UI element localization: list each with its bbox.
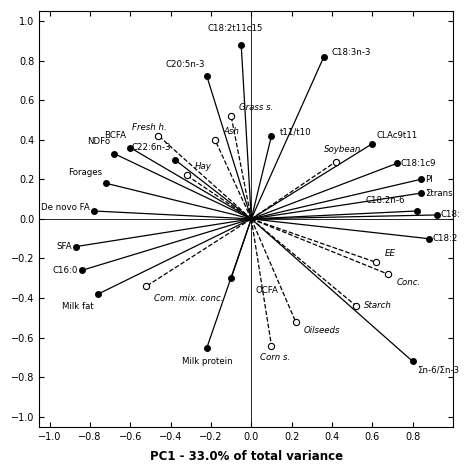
Text: Ash: Ash [223, 127, 239, 136]
Text: NDFo: NDFo [87, 137, 110, 146]
Text: Starch: Starch [364, 301, 392, 310]
Text: EE: EE [384, 249, 395, 258]
Text: CLAc9t11: CLAc9t11 [376, 131, 418, 140]
Text: PI: PI [425, 175, 432, 184]
Text: Milk protein: Milk protein [182, 357, 232, 366]
Text: Forages: Forages [68, 168, 102, 177]
Text: Hay: Hay [195, 163, 212, 172]
Text: De novo FA: De novo FA [41, 202, 90, 211]
Text: Conc.: Conc. [397, 278, 421, 287]
Text: C18:2t11c15: C18:2t11c15 [208, 24, 263, 33]
Text: Fresh h.: Fresh h. [132, 123, 166, 132]
Text: C16:0: C16:0 [53, 266, 78, 275]
Text: t11/t10: t11/t10 [280, 128, 311, 137]
Text: SFA: SFA [56, 242, 72, 251]
Text: C18:: C18: [441, 210, 461, 219]
Text: Corn s.: Corn s. [260, 354, 291, 363]
Text: Milk fat: Milk fat [62, 302, 94, 311]
Text: C22:6n-3: C22:6n-3 [131, 143, 171, 152]
Text: OCFA: OCFA [255, 286, 278, 295]
Text: Σn-6/Σn-3: Σn-6/Σn-3 [417, 365, 459, 374]
Text: Grass s.: Grass s. [239, 103, 273, 112]
Text: Σtrans: Σtrans [425, 189, 452, 198]
Text: C20:5n-3: C20:5n-3 [165, 60, 205, 69]
Text: Soybean: Soybean [324, 145, 361, 154]
Text: C18:2: C18:2 [433, 234, 458, 243]
Text: C18:3n-3: C18:3n-3 [332, 48, 372, 57]
Text: Oilseeds: Oilseeds [304, 326, 340, 335]
Text: C18:1c9: C18:1c9 [401, 159, 436, 168]
Text: Com. mix. conc.: Com. mix. conc. [155, 294, 224, 303]
X-axis label: PC1 - 33.0% of total variance: PC1 - 33.0% of total variance [150, 450, 343, 463]
Text: BCFA: BCFA [104, 131, 126, 140]
Text: C18:2n-6: C18:2n-6 [365, 196, 405, 205]
